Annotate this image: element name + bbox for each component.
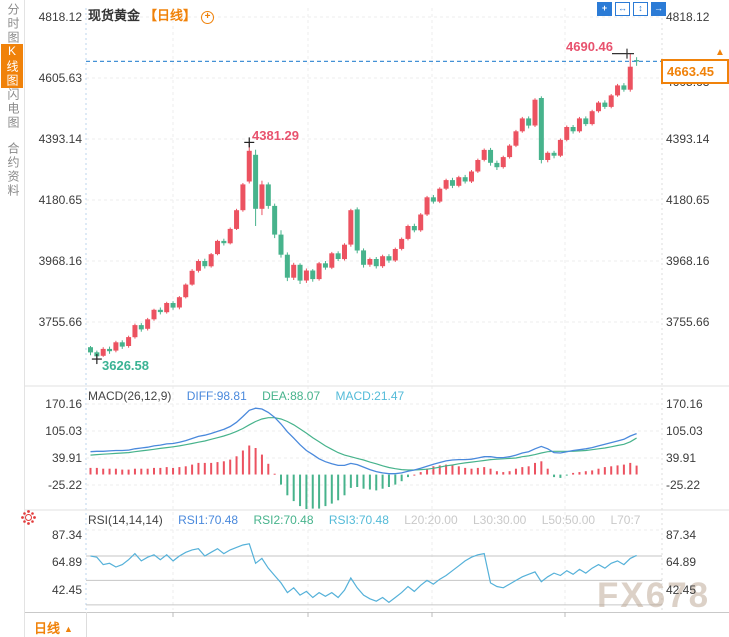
price-up-arrow-icon: ▲ [715, 47, 725, 58]
instrument-name: 现货黄金 [88, 8, 141, 23]
macd-diff-value: DIFF:98.81 [186, 389, 247, 403]
indicator-settings-icon[interactable] [25, 514, 32, 521]
macd-dea-value: DEA:88.07 [262, 389, 321, 403]
macd-header: MACD(26,12,9) DIFF:98.81 DEA:88.07 MACD:… [88, 389, 660, 403]
last-price-badge: 4663.45 [661, 59, 729, 84]
watermark: FX678 [597, 576, 711, 615]
chart-toolbar: + ↔ ↕ → [597, 2, 666, 16]
price-axis-label: 4818.12 [38, 10, 82, 24]
rsi3-value: RSI3:70.48 [328, 513, 389, 527]
auto-scale-icon[interactable]: ↕ [633, 2, 648, 16]
price-axis-label: 4818.12 [666, 10, 710, 24]
chart-header: 现货黄金 【日线】 + [88, 5, 215, 24]
add-indicator-icon[interactable]: + [201, 11, 215, 24]
price-axis-label: 4393.14 [666, 132, 710, 146]
price-axis-label: 3968.16 [666, 254, 710, 268]
price-axis-label: 3755.66 [38, 315, 82, 329]
rsi-axis-label: 64.89 [51, 555, 82, 569]
macd-value: MACD:21.47 [335, 389, 405, 403]
session-high-annotation: 4690.46 [566, 39, 613, 54]
rsi-axis-label: 87.34 [51, 528, 82, 542]
macd-title: MACD(26,12,9) [88, 389, 172, 403]
rsi-title: RSI(14,14,14) [88, 513, 163, 527]
period-selector[interactable]: 日线 ▲ [34, 618, 73, 637]
sidebar-item-kline[interactable]: K线图 [1, 44, 23, 88]
macd-axis-label: 170.16 [666, 397, 703, 411]
rsi-l30-label: L30:30.00 [472, 513, 527, 527]
move-icon[interactable]: + [597, 2, 612, 16]
macd-axis-label: -25.22 [47, 478, 82, 492]
chevron-up-icon: ▲ [64, 624, 73, 634]
rsi2-value: RSI2:70.48 [253, 513, 314, 527]
rsi1-value: RSI1:70.48 [178, 513, 239, 527]
macd-axis-label: 105.03 [666, 424, 703, 438]
rsi-axis-label: 64.89 [666, 555, 697, 569]
bottom-bar: 日线▲ 2025/10 2025/11 2025/12 2026/01 [0, 612, 729, 637]
price-axis-label: 3755.66 [666, 315, 710, 329]
macd-axis-label: 170.16 [45, 397, 82, 411]
rsi-header: RSI(14,14,14) RSI1:70.48 RSI2:70.48 RSI3… [88, 513, 660, 527]
sidebar-item-contract[interactable]: 合约资料 [6, 142, 20, 198]
rsi-axis-label: 42.45 [51, 583, 82, 597]
fit-width-icon[interactable]: ↔ [615, 2, 630, 16]
sidebar-item-timeline[interactable]: 分时图 [6, 3, 20, 45]
peak-price-annotation: 4381.29 [252, 128, 299, 143]
price-axis-label: 3968.16 [38, 254, 82, 268]
rsi-l20-label: L20:20.00 [404, 513, 458, 527]
sidebar-item-flash[interactable]: 闪电图 [6, 88, 20, 130]
price-axis-label: 4180.65 [666, 193, 710, 207]
period-tag: 【日线】 [144, 8, 197, 23]
rsi-axis-label: 42.45 [666, 583, 697, 597]
macd-axis-label: -25.22 [666, 478, 701, 492]
low-price-annotation: 3626.58 [102, 358, 149, 373]
rsi-axis-label: 87.34 [666, 528, 697, 542]
price-axis-label: 4180.65 [38, 193, 82, 207]
macd-axis-label: 39.91 [51, 451, 82, 465]
bottom-bar-divider [86, 612, 87, 637]
go-latest-icon[interactable]: → [651, 2, 666, 16]
macd-axis-label: 105.03 [45, 424, 82, 438]
macd-axis-label: 39.91 [666, 451, 697, 465]
price-axis-label: 4605.63 [38, 71, 82, 85]
rsi-l50-label: L50:50.00 [541, 513, 596, 527]
rsi-l70-label: L70:7 [610, 513, 641, 527]
period-selector-label: 日线 [34, 621, 61, 636]
price-axis-label: 4393.14 [38, 132, 82, 146]
sidebar: 分时图 K线图 闪电图 合约资料 [0, 0, 25, 637]
